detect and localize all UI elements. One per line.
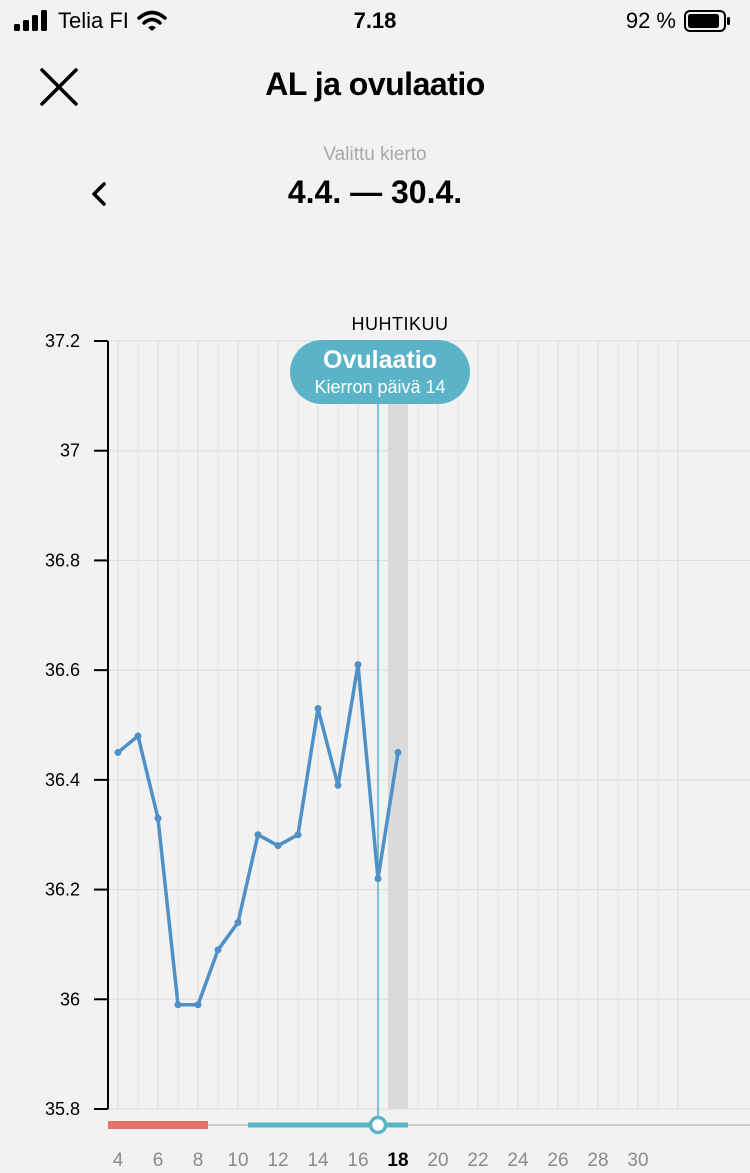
- temperature-point[interactable]: [174, 1001, 182, 1009]
- status-left: Telia FI: [14, 8, 167, 34]
- page-title: AL ja ovulaatio: [265, 66, 485, 102]
- x-tick-label[interactable]: 24: [507, 1150, 529, 1171]
- y-tick-label: 36.8: [45, 550, 80, 570]
- ovulation-badge[interactable]: Ovulaatio Kierron päivä 14: [290, 340, 470, 404]
- status-time: 7.18: [353, 8, 397, 33]
- x-tick-label[interactable]: 18: [387, 1150, 408, 1171]
- x-tick-label[interactable]: 12: [267, 1150, 288, 1171]
- y-tick-label: 37: [60, 441, 80, 461]
- y-tick-label: 36: [60, 989, 80, 1009]
- temperature-point[interactable]: [194, 1001, 202, 1009]
- carrier-name: Telia FI: [58, 8, 129, 33]
- ovulation-badge-title: Ovulaatio: [323, 346, 437, 374]
- y-tick-label: 36.2: [45, 880, 80, 900]
- y-tick-label: 36.6: [45, 660, 80, 680]
- x-tick-label[interactable]: 6: [153, 1150, 164, 1171]
- cycle-selector: Valittu kierto 4.4. — 30.4.: [0, 140, 750, 220]
- temperature-point[interactable]: [274, 842, 282, 850]
- signal-icon: [14, 10, 47, 31]
- month-label: HUHTIKUU: [351, 314, 449, 334]
- x-tick-label[interactable]: 30: [627, 1150, 648, 1171]
- x-tick-label[interactable]: 16: [347, 1150, 368, 1171]
- temperature-point[interactable]: [154, 814, 162, 822]
- temperature-point[interactable]: [314, 705, 322, 713]
- x-tick-label[interactable]: 28: [587, 1150, 608, 1171]
- x-tick-label[interactable]: 20: [427, 1150, 448, 1171]
- x-tick-label[interactable]: 26: [547, 1150, 568, 1171]
- cycle-timeline[interactable]: [108, 1115, 750, 1135]
- temperature-point[interactable]: [394, 748, 402, 756]
- x-tick-label[interactable]: 14: [307, 1150, 329, 1171]
- temperature-point[interactable]: [234, 918, 242, 926]
- battery-percent: 92 %: [625, 8, 676, 33]
- y-tick-label: 37.2: [45, 331, 80, 351]
- temperature-chart: 37.2 37 36.8 36.6 36.4 36.2 36 35.8 4 6 8 10 12 14 16 1…: [0, 300, 750, 1173]
- ovulation-timeline-marker[interactable]: [368, 1115, 388, 1135]
- series-temperature: [114, 661, 402, 1009]
- y-tick-label: 35.8: [45, 1099, 80, 1119]
- temperature-point[interactable]: [214, 946, 222, 954]
- temperature-point[interactable]: [254, 831, 262, 839]
- temperature-point[interactable]: [354, 661, 362, 669]
- axis-labels: 37.2 37 36.8 36.6 36.4 36.2 36 35.8 4 6 8 10 12 14 16 1…: [45, 331, 649, 1171]
- chevron-left-icon[interactable]: [84, 176, 116, 212]
- temperature-point[interactable]: [334, 781, 342, 789]
- temperature-point[interactable]: [374, 875, 382, 883]
- temperature-point[interactable]: [134, 732, 142, 740]
- status-bar: Telia FI 7.18 92 %: [0, 0, 750, 42]
- battery-icon: [684, 10, 730, 32]
- nav-bar: AL ja ovulaatio: [0, 52, 750, 116]
- x-tick-label[interactable]: 4: [113, 1150, 124, 1171]
- wifi-icon: [137, 10, 167, 31]
- ovulation-badge-subtitle: Kierron päivä 14: [314, 377, 446, 397]
- chart-canvas: 37.2 37 36.8 36.6 36.4 36.2 36 35.8 4 6 8 10 12 14 16 1…: [45, 331, 750, 1171]
- x-tick-label[interactable]: 8: [193, 1150, 204, 1171]
- status-right: 92 %: [626, 8, 732, 34]
- cycle-label: Valittu kierto: [323, 144, 427, 165]
- cycle-range: 4.4. — 30.4.: [287, 174, 463, 210]
- grid-lines: [108, 340, 750, 1110]
- x-tick-label[interactable]: 22: [467, 1150, 488, 1171]
- close-icon[interactable]: [36, 64, 82, 110]
- y-tick-label: 36.4: [45, 770, 80, 790]
- axes: [94, 340, 109, 1110]
- temperature-point[interactable]: [294, 831, 302, 839]
- temperature-point[interactable]: [114, 748, 122, 756]
- x-tick-label[interactable]: 10: [227, 1150, 248, 1171]
